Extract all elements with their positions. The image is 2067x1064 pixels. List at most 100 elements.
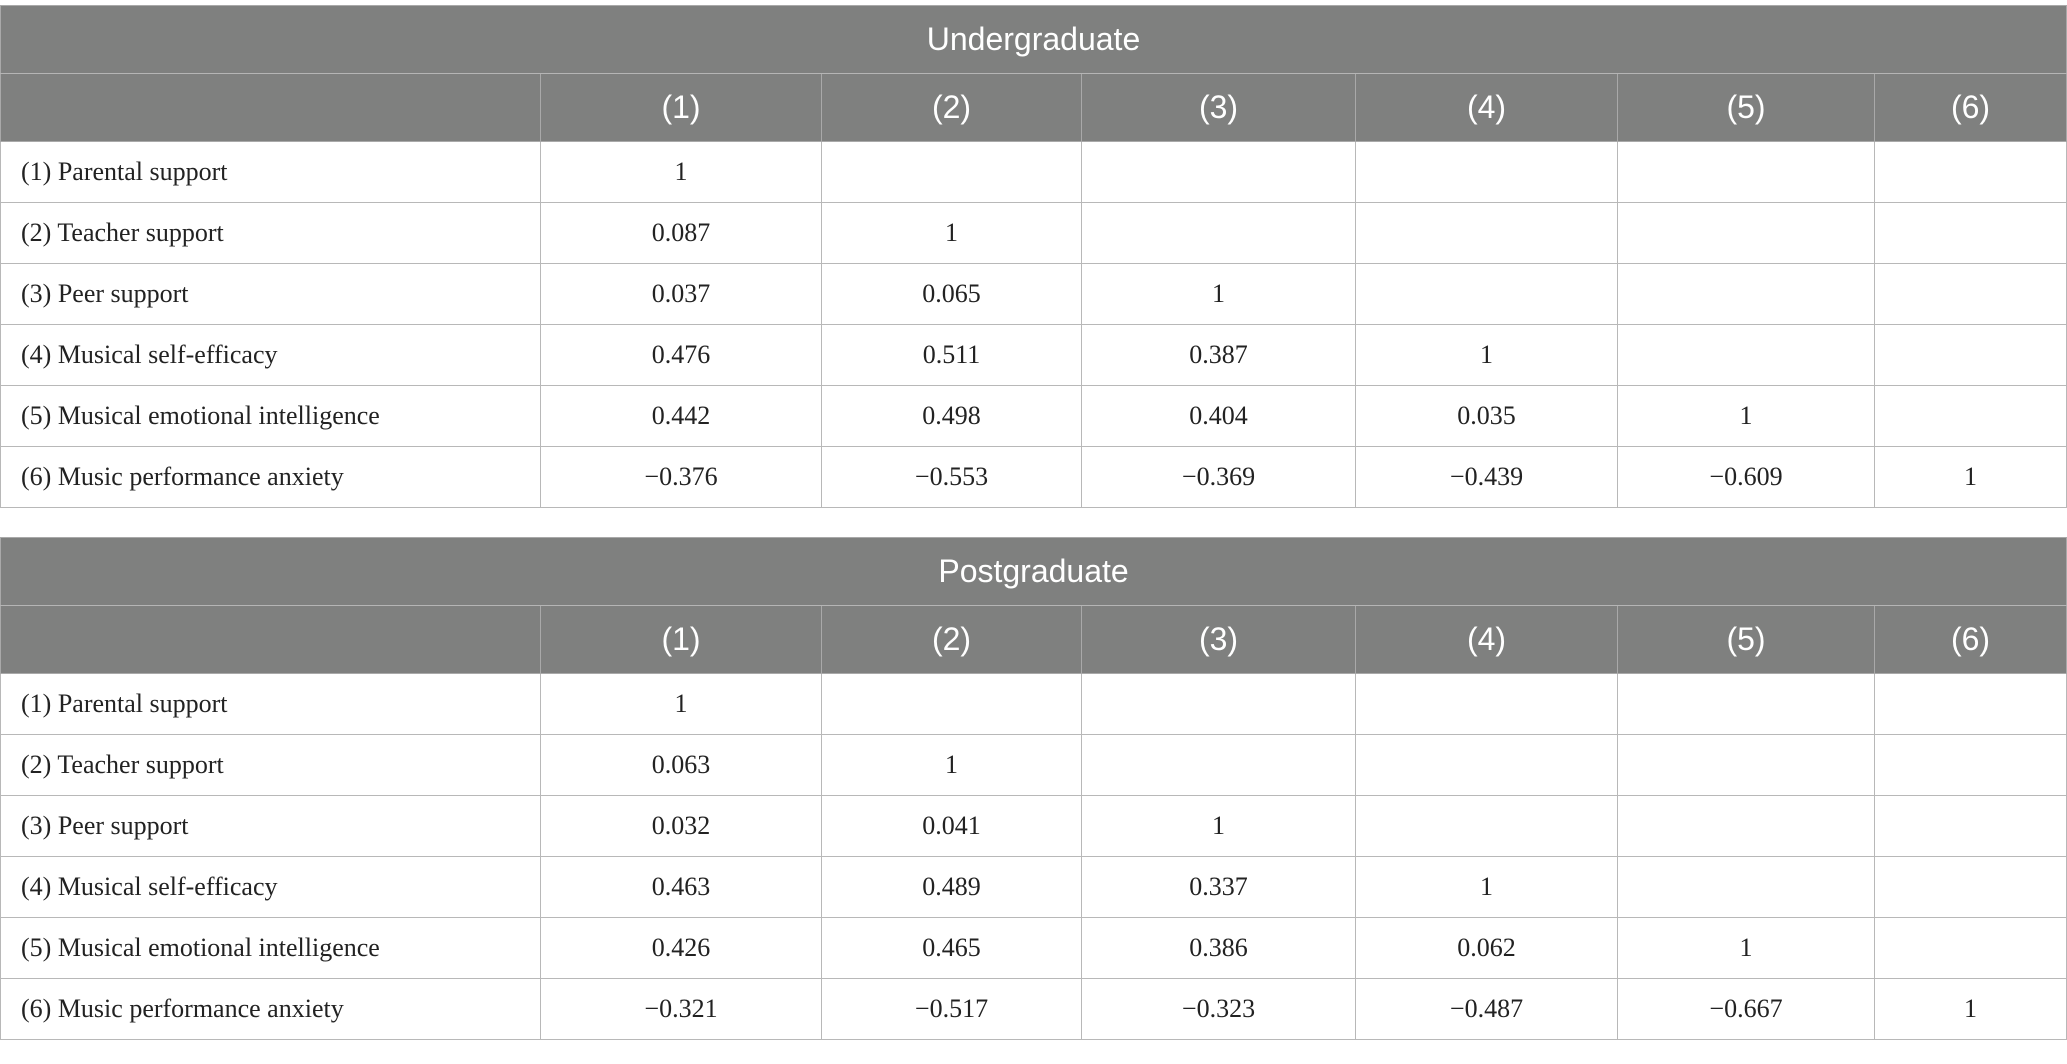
data-row: (4) Musical self-efficacy 0.463 0.489 0.337…	[0, 856, 2067, 918]
correlation-table: Postgraduate (1) (2) (3) (4) (5) (6) (1) Parent…	[0, 537, 2067, 1040]
cell: 1	[1617, 385, 1875, 447]
empty-cell	[1355, 141, 1618, 203]
cell: 0.442	[540, 385, 822, 447]
data-row: (4) Musical self-efficacy 0.476 0.511 0.387…	[0, 324, 2067, 386]
empty-cell	[1081, 141, 1356, 203]
empty-cell	[1355, 734, 1618, 796]
cell: −0.321	[540, 978, 822, 1040]
row-label: (5) Musical emotional intelligence	[0, 385, 541, 447]
table-title: Undergraduate	[0, 5, 2067, 74]
row-label: (1) Parental support	[0, 141, 541, 203]
cell: 0.386	[1081, 917, 1356, 979]
cell: −0.553	[821, 446, 1082, 508]
header-row: (1) (2) (3) (4) (5) (6)	[0, 605, 2067, 674]
cell: 1	[1081, 263, 1356, 325]
cell: 0.511	[821, 324, 1082, 386]
column-header: (1)	[540, 73, 822, 142]
cell: −0.376	[540, 446, 822, 508]
table-title: Postgraduate	[0, 537, 2067, 606]
cell: 0.476	[540, 324, 822, 386]
data-row: (6) Music performance anxiety −0.321 −0.51…	[0, 978, 2067, 1040]
empty-cell	[1874, 202, 2067, 264]
empty-cell	[1874, 141, 2067, 203]
empty-cell	[1617, 324, 1875, 386]
cell: 1	[1355, 856, 1618, 918]
column-header: (6)	[1874, 73, 2067, 142]
empty-cell	[1081, 673, 1356, 735]
cell: 0.463	[540, 856, 822, 918]
empty-cell	[1355, 673, 1618, 735]
data-row: (2) Teacher support 0.087 1	[0, 202, 2067, 264]
empty-cell	[1874, 263, 2067, 325]
empty-cell	[1355, 795, 1618, 857]
cell: 0.062	[1355, 917, 1618, 979]
empty-cell	[1873, 673, 2067, 735]
column-header: (2)	[821, 73, 1082, 142]
cell: 0.087	[540, 202, 822, 264]
row-label: (2) Teacher support	[0, 202, 541, 264]
cell: 1	[821, 202, 1082, 264]
cell: 0.404	[1081, 385, 1356, 447]
cell: 1	[1355, 324, 1618, 386]
empty-cell	[1081, 202, 1356, 264]
cell: −0.487	[1355, 978, 1618, 1040]
empty-cell	[1081, 734, 1356, 796]
cell: 0.387	[1081, 324, 1356, 386]
title-row: Postgraduate	[0, 537, 2067, 606]
cell: 0.063	[540, 734, 822, 796]
cell: 1	[1873, 978, 2067, 1040]
row-label: (3) Peer support	[0, 795, 541, 857]
column-header: (2)	[821, 605, 1082, 674]
data-row: (3) Peer support 0.037 0.065 1	[0, 263, 2067, 325]
empty-cell	[1873, 917, 2067, 979]
header-corner	[0, 605, 541, 674]
cell: 1	[821, 734, 1082, 796]
cell: −0.517	[821, 978, 1082, 1040]
cell: 0.065	[821, 263, 1082, 325]
cell: 1	[1081, 795, 1356, 857]
cell: 0.426	[540, 917, 822, 979]
cell: 0.035	[1355, 385, 1618, 447]
column-header: (1)	[540, 605, 822, 674]
cell: 0.041	[821, 795, 1082, 857]
empty-cell	[1874, 385, 2067, 447]
empty-cell	[821, 141, 1082, 203]
row-label: (4) Musical self-efficacy	[0, 856, 541, 918]
empty-cell	[1617, 141, 1875, 203]
empty-cell	[1617, 202, 1875, 264]
empty-cell	[1617, 263, 1875, 325]
cell: 0.337	[1081, 856, 1356, 918]
empty-cell	[1355, 263, 1618, 325]
empty-cell	[1617, 856, 1875, 918]
cell: −0.609	[1617, 446, 1875, 508]
cell: 1	[1874, 446, 2067, 508]
empty-cell	[1874, 324, 2067, 386]
row-label: (6) Music performance anxiety	[0, 446, 541, 508]
row-label: (5) Musical emotional intelligence	[0, 917, 541, 979]
empty-cell	[1617, 795, 1875, 857]
empty-cell	[1617, 673, 1875, 735]
data-row: (1) Parental support 1	[0, 141, 2067, 203]
cell: 1	[540, 141, 822, 203]
empty-cell	[821, 673, 1082, 735]
column-header: (4)	[1355, 73, 1618, 142]
header-corner	[0, 73, 541, 142]
cell: −0.323	[1081, 978, 1356, 1040]
cell: −0.667	[1617, 978, 1875, 1040]
data-row: (5) Musical emotional intelligence 0.426 0…	[0, 917, 2067, 979]
column-header: (6)	[1873, 605, 2067, 674]
cell: −0.439	[1355, 446, 1618, 508]
empty-cell	[1873, 734, 2067, 796]
data-row: (5) Musical emotional intelligence 0.442 0…	[0, 385, 2067, 447]
row-label: (2) Teacher support	[0, 734, 541, 796]
cell: 0.489	[821, 856, 1082, 918]
cell: 0.037	[540, 263, 822, 325]
column-header: (4)	[1355, 605, 1618, 674]
column-header: (5)	[1617, 605, 1875, 674]
data-row: (1) Parental support 1	[0, 673, 2067, 735]
data-row: (6) Music performance anxiety −0.376 −0.55…	[0, 446, 2067, 508]
correlation-table: Undergraduate (1) (2) (3) (4) (5) (6) (1) Paren…	[0, 5, 2067, 508]
header-row: (1) (2) (3) (4) (5) (6)	[0, 73, 2067, 142]
cell: 1	[540, 673, 822, 735]
